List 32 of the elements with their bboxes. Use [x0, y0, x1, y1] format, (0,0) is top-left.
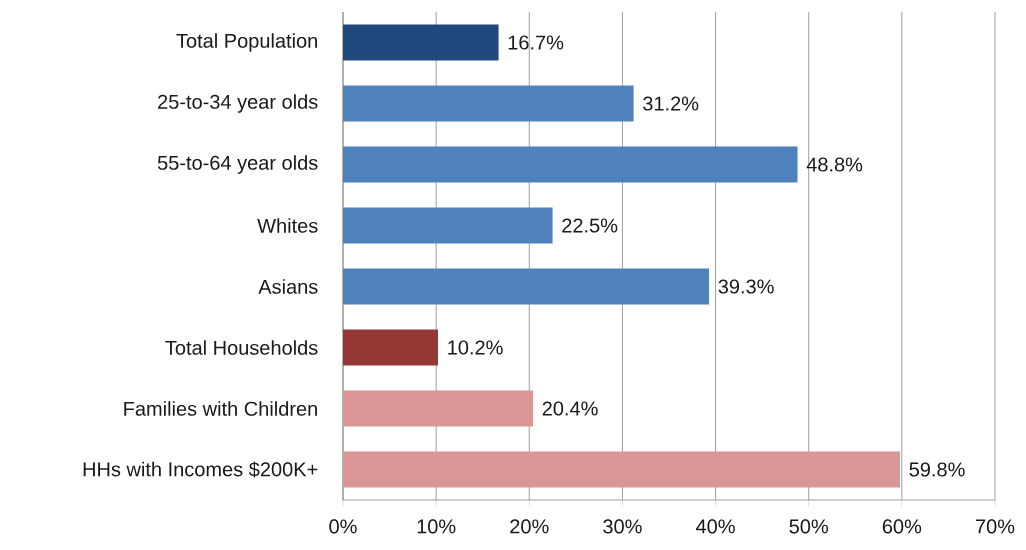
x-tick-label: 60%	[882, 519, 922, 534]
bar	[343, 451, 900, 488]
x-tick-label: 10%	[417, 519, 456, 534]
bar	[343, 207, 553, 244]
data-label: 39.3%	[718, 279, 774, 294]
data-label: 22.5%	[562, 218, 618, 233]
x-tick-label: 20%	[510, 519, 549, 534]
y-tick-label: Whites	[257, 218, 318, 233]
y-tick-label: Total Households	[165, 340, 318, 355]
data-label: 16.7%	[508, 35, 564, 50]
y-tick-label: Families with Children	[124, 401, 317, 416]
bar	[343, 24, 499, 61]
bar	[343, 146, 798, 183]
bar	[343, 329, 439, 366]
bar	[343, 268, 710, 305]
x-tick-label: 50%	[789, 519, 828, 534]
x-tick-label: 0%	[329, 519, 357, 534]
y-tick-label: 55-to-64 year olds	[157, 155, 318, 174]
y-tick-label: HHs with Incomes $200K+	[83, 461, 318, 478]
x-tick-label: 70%	[975, 519, 1015, 534]
data-label: 48.8%	[806, 157, 863, 172]
x-tick-label: 40%	[696, 519, 735, 534]
data-label: 59.8%	[909, 462, 965, 477]
data-label: 20.4%	[542, 401, 598, 416]
x-tick-label: 30%	[603, 519, 642, 534]
y-tick-label: Asians	[258, 279, 318, 294]
y-tick-label: Total Population	[176, 33, 317, 52]
bar	[343, 85, 634, 122]
bar	[343, 390, 534, 427]
data-label: 31.2%	[643, 96, 699, 111]
data-label: 10.2%	[448, 340, 503, 355]
y-tick-label: 25-to-34 year olds	[158, 94, 318, 113]
